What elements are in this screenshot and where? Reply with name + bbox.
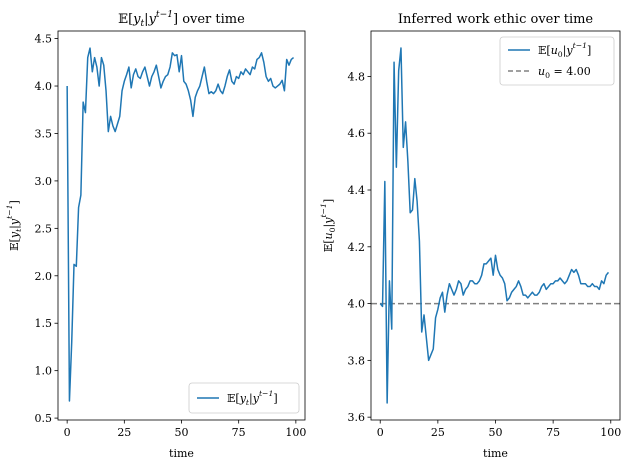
label-part: u <box>322 232 335 239</box>
label-part: t <box>246 398 250 407</box>
label-part: ] <box>173 12 178 27</box>
label-part: t−1 <box>156 10 173 20</box>
label-part: y <box>8 231 21 239</box>
y-tick-label: 4.0 <box>35 80 53 93</box>
label-part: y <box>252 392 260 405</box>
legend-entry: 𝔼[u0|yt−1] <box>538 41 591 59</box>
label-part: y <box>148 12 157 27</box>
legend-box <box>188 382 300 414</box>
label-part: y <box>239 392 247 405</box>
y-tick-label: 2.5 <box>35 222 53 235</box>
series-line <box>379 47 610 404</box>
y-tick-label: 4.0 <box>348 298 366 311</box>
label-part: t <box>14 228 23 232</box>
y-tick-label: 4.6 <box>348 127 366 140</box>
legend-entry-reference: u0 = 4.00 <box>538 65 591 80</box>
label-part: y <box>322 217 335 225</box>
label-part: y <box>8 218 21 226</box>
label-part: u <box>551 44 558 57</box>
x-tick-label: 75 <box>546 426 560 439</box>
label-part: y <box>132 12 141 27</box>
label-part: | <box>249 392 253 406</box>
label-part: 0 <box>545 71 550 80</box>
legend-entry: 𝔼[yt|yt−1] <box>227 389 278 407</box>
y-tick-label: 3.6 <box>348 411 366 424</box>
label-part: | <box>322 224 336 228</box>
label-part: u <box>538 65 545 78</box>
label-part: y <box>565 44 573 57</box>
label-part: | <box>144 12 148 27</box>
left-chart: 0 25 50 75 100 0.5 1.0 1.5 2.0 2.5 3.0 3.5 4.0 4.5 tim… <box>5 10 306 460</box>
x-tick-label: 0 <box>64 426 71 439</box>
y-tick-label: 4.4 <box>348 184 366 197</box>
legend-box <box>499 36 615 86</box>
y-tick-label: 4.8 <box>348 70 366 83</box>
x-tick-label: 50 <box>489 426 503 439</box>
x-axis-label: time <box>169 447 194 460</box>
y-tick-label: 1.0 <box>35 365 53 378</box>
x-tick-label: 100 <box>285 426 306 439</box>
chart-title: Inferred work ethic over time <box>398 12 594 27</box>
label-part: = 4.00 <box>550 65 591 78</box>
label-part: 𝔼[ <box>118 12 133 27</box>
right-chart: 0 25 50 75 1003.63.84.04.24.44.64.8time𝔼[u0|… <box>319 12 621 460</box>
y-tick-label: 3.5 <box>35 127 53 140</box>
label-part: t−1 <box>5 204 14 218</box>
y-tick-label: 4.5 <box>35 33 53 46</box>
x-tick-label: 100 <box>600 426 621 439</box>
label-part: t−1 <box>573 41 587 50</box>
y-tick-label: 1.5 <box>35 317 53 330</box>
label-part: t−1 <box>319 203 328 217</box>
y-tick-label: 4.2 <box>348 241 366 254</box>
x-axis-label: time <box>483 447 508 460</box>
x-tick-label: 25 <box>117 426 131 439</box>
label-part: t <box>141 19 145 29</box>
label-part: | <box>563 44 567 58</box>
series-line <box>66 47 295 402</box>
label-part: over time <box>178 12 245 27</box>
y-tick-label: 3.0 <box>35 175 53 188</box>
label-part: ] <box>587 44 591 57</box>
label-part: ] <box>322 199 335 203</box>
label-part: t−1 <box>259 389 273 398</box>
y-axis-label: 𝔼[yt|yt−1] <box>5 200 23 251</box>
label-part: ] <box>273 392 277 405</box>
label-part: 𝔼[ <box>538 44 551 57</box>
x-tick-label: 50 <box>175 426 189 439</box>
label-part: 𝔼[ <box>322 239 335 252</box>
y-axis-label: 𝔼[u0|yt−1] <box>319 199 337 252</box>
x-tick-label: 75 <box>232 426 246 439</box>
x-tick-label: 25 <box>431 426 445 439</box>
y-tick-label: 0.5 <box>35 412 53 425</box>
label-part: 𝔼[ <box>227 392 240 405</box>
label-part: 0 <box>558 50 563 59</box>
label-part: | <box>8 225 22 229</box>
x-tick-label: 0 <box>377 426 384 439</box>
label-part: 0 <box>328 227 337 232</box>
label-part: 𝔼[ <box>8 238 21 251</box>
y-tick-label: 3.8 <box>348 354 366 367</box>
chart-title: 𝔼[yt|yt−1] over time <box>118 10 245 29</box>
y-tick-label: 2.0 <box>35 270 53 283</box>
label-part: ] <box>8 200 21 204</box>
